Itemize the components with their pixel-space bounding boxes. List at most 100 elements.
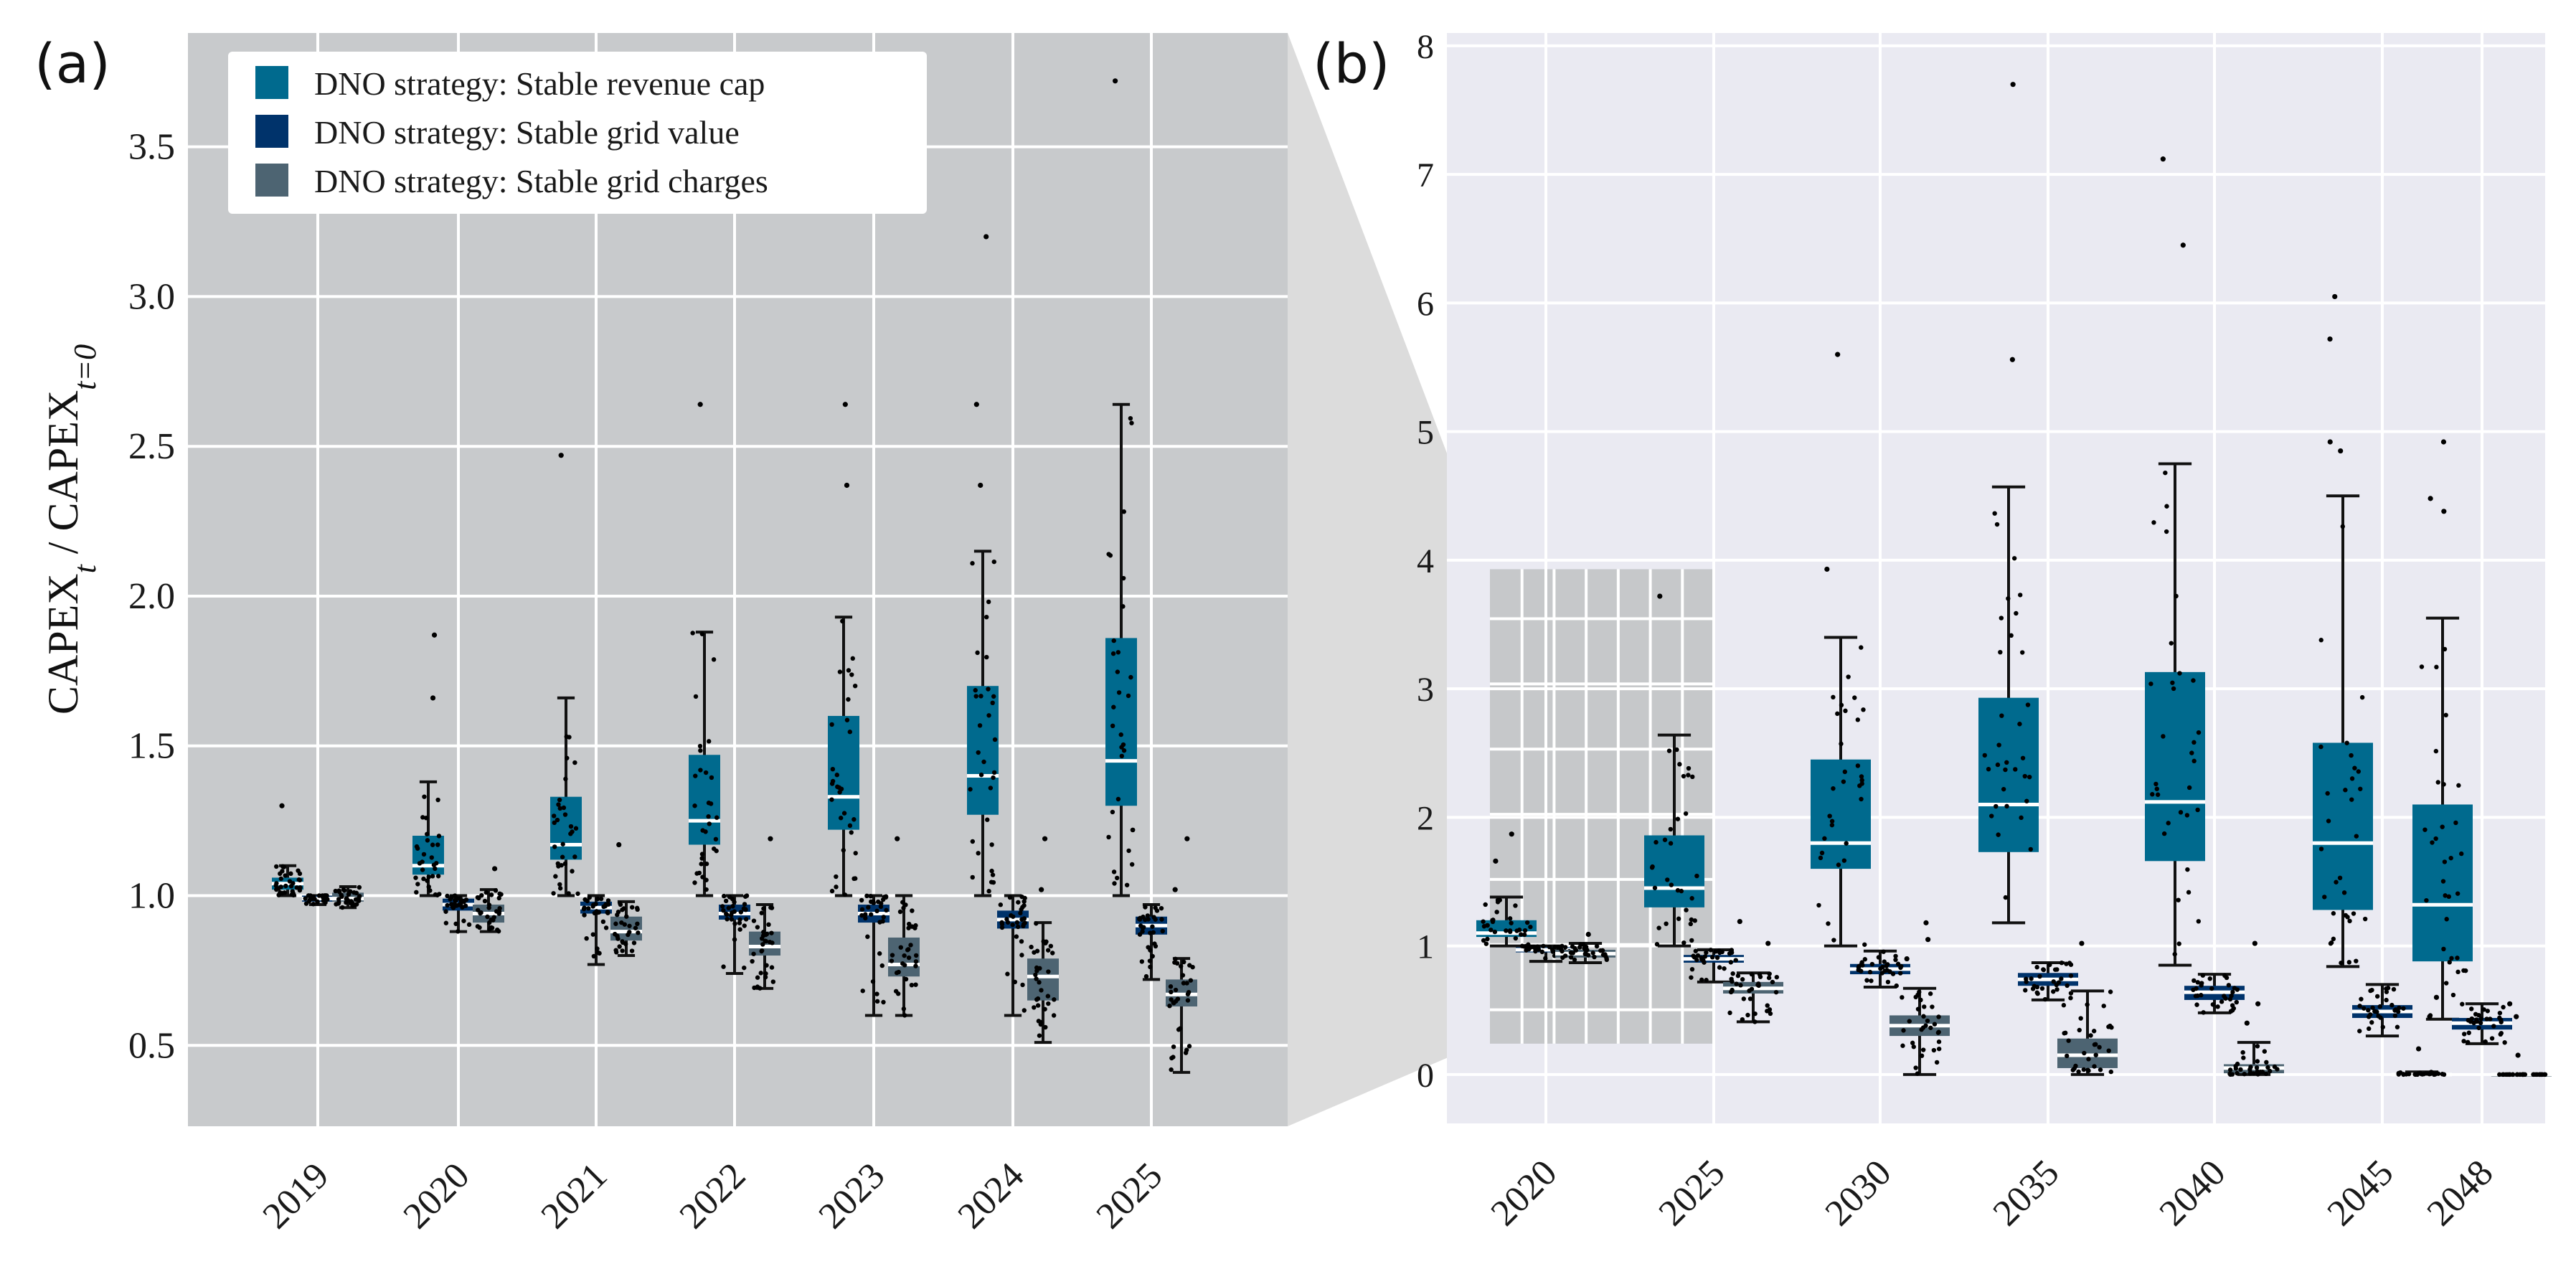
data-point <box>2093 1042 2098 1047</box>
data-point <box>698 768 703 773</box>
data-point <box>1592 954 1597 960</box>
data-point <box>1918 997 1923 1003</box>
data-point <box>1675 887 1681 893</box>
data-point <box>566 891 571 896</box>
data-point <box>1137 932 1143 937</box>
data-point <box>1717 948 1722 953</box>
data-point <box>2501 1004 2506 1010</box>
outlier-point <box>2427 1014 2433 1019</box>
outlier-point <box>2160 156 2166 162</box>
data-point <box>1910 1040 1915 1046</box>
data-point <box>978 694 983 699</box>
data-point <box>562 812 568 817</box>
data-point <box>1869 978 1874 984</box>
data-point <box>732 921 737 926</box>
data-point <box>1770 979 1775 985</box>
data-point <box>1704 950 1709 956</box>
data-point <box>562 861 568 867</box>
data-point <box>1740 977 1745 982</box>
data-point <box>445 902 450 908</box>
data-point <box>2199 981 2204 986</box>
data-point <box>1928 991 1933 996</box>
data-point <box>1037 1033 1042 1038</box>
data-point <box>877 920 882 925</box>
data-point <box>1111 704 1116 709</box>
data-point <box>1694 957 1699 963</box>
data-point <box>1169 989 1174 995</box>
data-point <box>594 909 599 914</box>
data-point <box>2378 1015 2383 1020</box>
data-point <box>2065 983 2070 989</box>
data-point <box>551 891 556 896</box>
data-point <box>276 892 281 897</box>
data-point <box>357 885 362 890</box>
data-point <box>2357 1029 2362 1034</box>
data-point <box>1699 977 1704 983</box>
data-point <box>598 896 604 902</box>
data-point <box>356 896 362 902</box>
data-point <box>1547 944 1552 950</box>
data-point <box>853 851 858 856</box>
data-point <box>1151 915 1156 920</box>
data-point <box>1922 1004 1927 1009</box>
data-point <box>2354 834 2359 839</box>
data-point <box>2207 976 2212 981</box>
data-point <box>2051 989 2056 994</box>
data-point <box>2097 1044 2102 1050</box>
outlier-point <box>2338 448 2344 454</box>
data-point <box>496 909 502 914</box>
data-point <box>973 688 978 693</box>
data-point <box>1841 779 1846 784</box>
data-point <box>2054 982 2059 988</box>
data-point <box>1120 575 1126 581</box>
data-point <box>496 895 501 901</box>
data-point <box>1481 938 1486 943</box>
data-point <box>913 959 919 964</box>
data-point <box>1688 921 1694 927</box>
data-point <box>878 904 884 910</box>
data-point <box>415 882 420 887</box>
data-point <box>1856 963 1862 969</box>
data-point <box>1683 811 1689 816</box>
data-point <box>557 806 562 811</box>
data-point <box>552 844 557 849</box>
data-point <box>2164 504 2169 509</box>
data-point <box>2318 638 2323 643</box>
data-point <box>1106 834 1111 840</box>
data-point <box>1686 773 1691 778</box>
data-point <box>2263 1071 2269 1077</box>
data-point <box>450 905 456 910</box>
data-point <box>2151 520 2156 525</box>
data-point <box>1894 983 1899 989</box>
data-point <box>2331 911 2336 916</box>
data-point <box>1690 774 1695 780</box>
data-point <box>2067 961 2072 966</box>
data-point <box>711 657 717 662</box>
data-point <box>1653 839 1659 845</box>
data-point <box>324 893 329 899</box>
x-tick-label: 2045 <box>2320 1152 2402 1234</box>
outlier-point <box>431 632 438 638</box>
data-point <box>1513 935 1519 941</box>
data-point <box>2440 824 2445 829</box>
data-point <box>1159 917 1164 922</box>
data-point <box>881 915 886 920</box>
data-point <box>1121 748 1127 753</box>
data-point <box>2169 641 2174 646</box>
data-point <box>1936 1014 1941 1019</box>
data-point <box>1572 957 1577 963</box>
data-point <box>699 631 705 636</box>
data-point <box>1689 966 1695 972</box>
data-point <box>2318 744 2323 750</box>
data-point <box>1714 955 1720 961</box>
data-point <box>975 650 980 656</box>
data-point <box>2161 831 2167 836</box>
y-tick-label: 1 <box>1417 928 1434 966</box>
data-point <box>570 869 575 874</box>
data-point <box>1483 902 1488 907</box>
data-point <box>1037 980 1042 985</box>
data-point <box>690 631 695 636</box>
data-point <box>1021 922 1027 927</box>
zoom-region <box>1490 569 1714 1044</box>
data-point <box>1852 695 1857 700</box>
